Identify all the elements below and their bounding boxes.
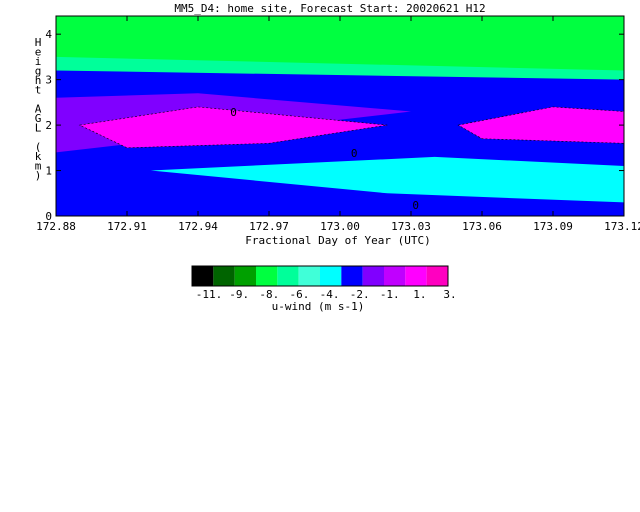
x-tick-label: 173.03 — [391, 220, 431, 233]
colorbar-swatch — [234, 266, 256, 286]
colorbar: -11. -9. -8. -6. -4. -2. -1. 1. 3. — [191, 265, 457, 301]
x-tick-label: 173.12 — [604, 220, 640, 233]
colorbar-tick-label: -2. — [350, 288, 370, 301]
x-tick-label: 173.09 — [533, 220, 573, 233]
y-axis-label-char: A — [35, 103, 42, 116]
colorbar-swatch — [384, 266, 406, 286]
contour-region-7 — [457, 106, 625, 144]
contour-label: 0 — [351, 147, 358, 160]
x-axis-label: Fractional Day of Year (UTC) — [245, 234, 430, 247]
y-tick-label: 1 — [45, 165, 52, 178]
colorbar-tick-label: 3. — [443, 288, 456, 301]
y-axis-label-char: t — [35, 84, 42, 97]
contour-region-6 — [78, 106, 388, 149]
y-axis-label-char: m — [35, 160, 42, 173]
colorbar-swatch — [277, 266, 299, 286]
y-tick-label: 0 — [45, 210, 52, 223]
colorbar-swatch — [298, 266, 320, 286]
colorbar-label: u-wind (m s-1) — [272, 300, 365, 313]
x-tick-label: 173.06 — [462, 220, 502, 233]
colorbar-tick-label: -8. — [259, 288, 279, 301]
y-axis-label-char: i — [35, 55, 42, 68]
colorbar-swatch — [426, 266, 448, 286]
x-tick-label: 172.94 — [178, 220, 218, 233]
colorbar-tick-label: -9. — [229, 288, 249, 301]
contour-regions: 0 0 0 — [56, 16, 625, 216]
y-axis-label-char: G — [35, 112, 42, 125]
colorbar-tick-label: -6. — [289, 288, 309, 301]
x-tick-label: 172.88 — [36, 220, 76, 233]
contour-label: 0 — [230, 106, 237, 119]
colorbar-swatch — [405, 266, 427, 286]
y-axis-label-char: L — [35, 122, 42, 135]
colorbar-tick-label: -4. — [320, 288, 340, 301]
contour-label: 0 — [412, 199, 419, 212]
y-axis-label-char: e — [35, 46, 42, 59]
colorbar-tick-label: -1. — [380, 288, 400, 301]
y-axis-label-char: ) — [35, 169, 42, 182]
colorbar-tick-label: 1. — [413, 288, 426, 301]
y-axis-label-char: k — [35, 150, 42, 163]
x-tick-label: 173.00 — [320, 220, 360, 233]
y-axis-label-char: g — [35, 65, 42, 78]
colorbar-swatch — [362, 266, 384, 286]
y-tick-label: 4 — [45, 28, 52, 41]
colorbar-swatch — [320, 266, 342, 286]
contour-region-4 — [150, 156, 624, 203]
colorbar-swatch — [213, 266, 235, 286]
axis-ticks: 172.88 172.91 172.94 172.97 173.00 173.03 173.… — [36, 16, 640, 233]
colorbar-tick-label: -11. — [196, 288, 223, 301]
y-tick-label: 2 — [45, 119, 52, 132]
y-axis-label-char: ( — [35, 141, 42, 154]
x-tick-label: 172.97 — [249, 220, 289, 233]
contour-region-2 — [56, 16, 624, 71]
colorbar-swatch — [192, 266, 214, 286]
chart-title: MM5_D4: home site, Forecast Start: 20020… — [174, 2, 485, 15]
colorbar-frame — [191, 265, 449, 287]
y-axis-label-char: H — [35, 36, 42, 49]
x-tick-label: 172.91 — [107, 220, 147, 233]
colorbar-swatch — [341, 266, 363, 286]
y-axis-label-char: h — [35, 74, 42, 87]
colorbar-swatch — [256, 266, 278, 286]
plot-area: 0 0 0 172.88 172.91 172.94 172.97 173.00 173.03… — [36, 15, 640, 233]
y-tick-label: 3 — [45, 74, 52, 87]
